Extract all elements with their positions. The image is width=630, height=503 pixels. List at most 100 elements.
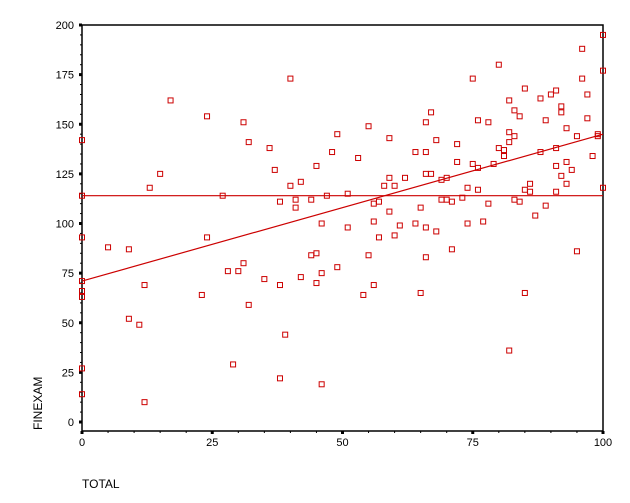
data-point-marker	[412, 149, 419, 156]
data-point-marker	[584, 91, 591, 98]
data-point-marker	[146, 184, 153, 191]
data-point-marker	[308, 196, 315, 203]
data-point-marker	[521, 85, 528, 92]
data-point-marker	[532, 212, 539, 219]
reference-lines	[81, 133, 604, 282]
data-point-marker	[474, 164, 481, 171]
regression-line	[81, 133, 604, 282]
data-point-marker	[318, 381, 325, 388]
data-point-marker	[480, 218, 487, 225]
data-point-marker	[235, 268, 242, 275]
data-point-marker	[459, 194, 466, 201]
data-point-marker	[558, 103, 565, 110]
data-point-marker	[287, 75, 294, 82]
x-tick-label: 0	[79, 437, 85, 449]
data-point-marker	[391, 232, 398, 239]
data-point-marker	[396, 222, 403, 229]
data-point-marker	[334, 131, 341, 138]
data-point-marker	[79, 278, 85, 285]
data-point-marker	[501, 153, 508, 160]
data-point-marker	[318, 220, 325, 227]
data-point-marker	[469, 160, 476, 167]
data-point-marker	[266, 145, 273, 152]
data-point-marker	[558, 109, 565, 116]
data-point-marker	[422, 119, 429, 126]
data-point-marker	[433, 228, 440, 235]
data-point-marker	[422, 254, 429, 261]
data-point-marker	[79, 391, 85, 398]
data-point-marker	[308, 252, 315, 259]
data-point-marker	[240, 119, 247, 126]
data-point-marker	[474, 117, 481, 124]
data-point-marker	[490, 160, 497, 167]
data-point-marker	[501, 147, 508, 154]
data-point-marker	[527, 188, 534, 195]
data-point-marker	[329, 149, 336, 156]
data-point-marker	[355, 154, 362, 161]
x-tick-label: 100	[594, 437, 612, 449]
data-point-marker	[542, 117, 549, 124]
data-point-marker	[469, 75, 476, 82]
data-point-marker	[600, 67, 606, 74]
data-point-marker	[125, 246, 132, 253]
data-point-marker	[506, 129, 513, 136]
data-point-marker	[240, 260, 247, 267]
data-point-marker	[287, 182, 294, 189]
data-point-marker	[464, 184, 471, 191]
x-axis-title: TOTAL	[82, 477, 120, 491]
data-point-marker	[563, 180, 570, 187]
data-point-marker	[365, 123, 372, 130]
y-tick-label: 150	[56, 119, 74, 131]
data-point-marker	[370, 218, 377, 225]
data-point-marker	[495, 61, 502, 68]
y-tick-label: 50	[62, 318, 74, 330]
data-point-marker	[412, 220, 419, 227]
data-point-marker	[553, 145, 560, 152]
data-point-marker	[245, 301, 252, 308]
data-point-marker	[79, 234, 85, 241]
y-tick-label: 100	[56, 219, 74, 231]
data-point-marker	[402, 174, 409, 181]
data-point-marker	[204, 234, 211, 241]
data-points	[79, 31, 606, 406]
y-tick-label: 200	[56, 20, 74, 32]
data-point-marker	[375, 198, 382, 205]
data-point-marker	[485, 119, 492, 126]
data-point-marker	[558, 172, 565, 179]
data-point-marker	[313, 162, 320, 169]
data-point-marker	[276, 198, 283, 205]
data-point-marker	[79, 293, 85, 300]
data-point-marker	[584, 115, 591, 122]
data-point-marker	[417, 204, 424, 211]
data-point-marker	[136, 321, 143, 328]
data-point-marker	[600, 31, 606, 38]
data-point-marker	[224, 268, 231, 275]
data-point-marker	[563, 158, 570, 165]
data-point-marker	[511, 107, 518, 114]
data-point-marker	[141, 282, 148, 289]
data-point-marker	[485, 200, 492, 207]
data-point-marker	[579, 45, 586, 52]
data-point-marker	[527, 180, 534, 187]
data-point-marker	[594, 131, 601, 138]
data-point-marker	[521, 289, 528, 296]
data-point-marker	[464, 220, 471, 227]
data-point-marker	[79, 365, 85, 372]
data-point-marker	[542, 202, 549, 209]
y-tick-label: 175	[56, 70, 74, 82]
data-point-marker	[443, 174, 450, 181]
data-point-marker	[422, 149, 429, 156]
data-point-marker	[344, 190, 351, 197]
data-point-marker	[516, 198, 523, 205]
data-point-marker	[318, 270, 325, 277]
data-point-marker	[454, 141, 461, 148]
data-point-marker	[204, 113, 211, 120]
data-point-marker	[313, 250, 320, 257]
data-point-marker	[474, 186, 481, 193]
data-point-marker	[547, 91, 554, 98]
data-point-marker	[297, 274, 304, 281]
data-point-marker	[230, 361, 237, 368]
data-point-marker	[365, 252, 372, 259]
data-point-marker	[506, 139, 513, 146]
y-tick-label: 125	[56, 169, 74, 181]
